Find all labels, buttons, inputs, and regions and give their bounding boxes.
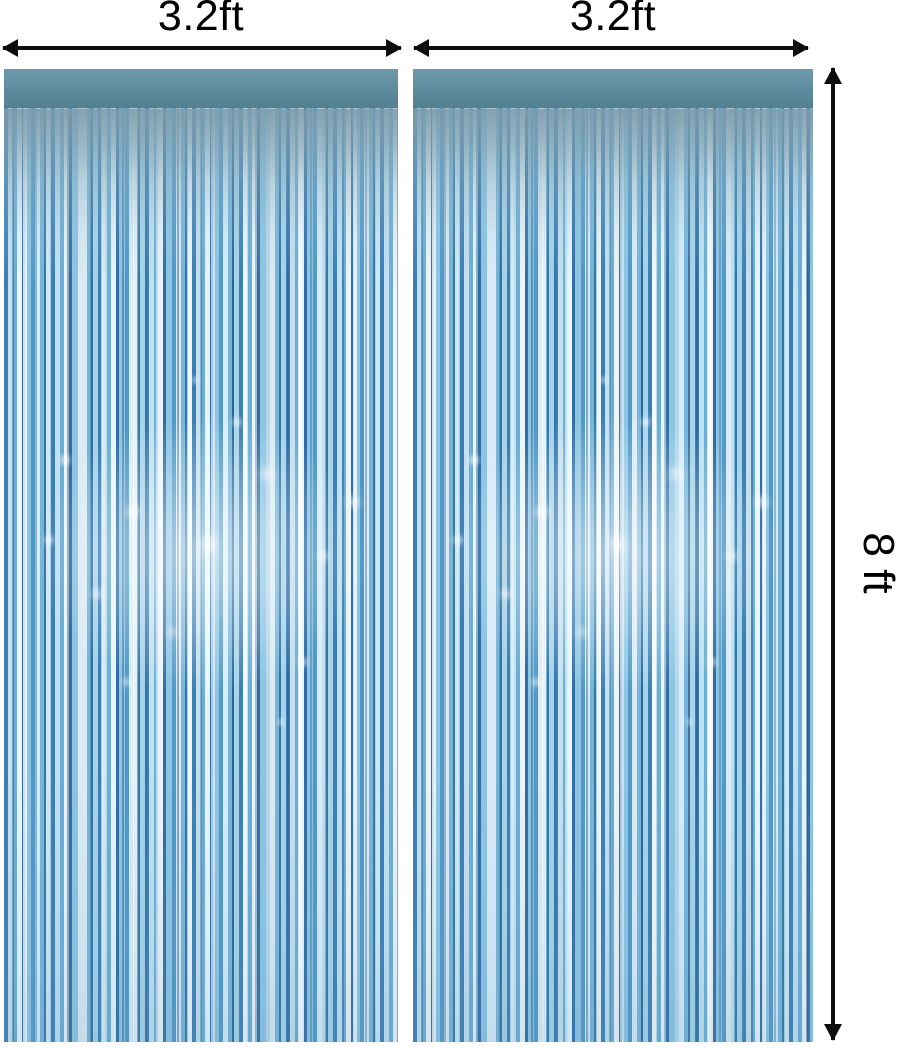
- width-arrow-left: [2, 39, 402, 57]
- sparkle-highlights: [413, 69, 415, 71]
- arrowhead-down-icon: [824, 1024, 842, 1041]
- curtain-rod-pocket: [413, 69, 813, 108]
- arrowhead-left-icon: [413, 39, 429, 57]
- sparkle-highlights: [4, 69, 6, 71]
- width-label-left: 3.2ft: [157, 0, 245, 40]
- width-arrow-right: [413, 39, 809, 57]
- width-label-right: 3.2ft: [569, 0, 657, 40]
- arrowhead-right-icon: [793, 39, 809, 57]
- arrowhead-left-icon: [2, 39, 18, 57]
- arrowhead-up-icon: [824, 67, 842, 84]
- arrowhead-right-icon: [386, 39, 402, 57]
- height-arrow: [824, 67, 842, 1041]
- foil-curtain-left: [4, 69, 398, 1042]
- foil-curtain-right: [413, 69, 813, 1042]
- curtain-rod-pocket: [4, 69, 398, 108]
- height-label: 8 ft: [854, 532, 903, 594]
